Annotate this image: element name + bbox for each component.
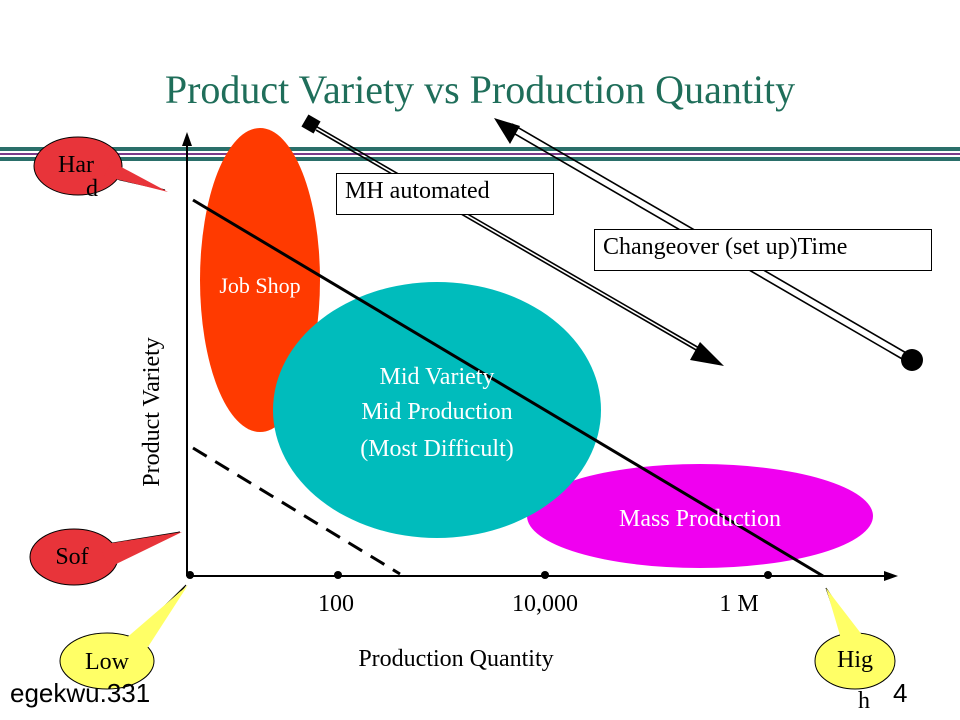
- x-tick-label-100: 100: [318, 591, 354, 617]
- x-tick-100: [334, 571, 342, 579]
- high-callout-text-1: Hig: [837, 647, 873, 673]
- mid-variety-region: [273, 282, 601, 538]
- low-callout: [59, 584, 188, 690]
- y-axis-label: Product Variety: [139, 337, 165, 487]
- job-shop-label: Job Shop: [219, 273, 300, 298]
- slide-title: Product Variety vs Production Quantity: [164, 67, 796, 112]
- mid-production-label: Mid Production: [361, 399, 512, 425]
- soft-callout-text: Sof: [55, 544, 88, 570]
- mid-variety-label: Mid Variety: [380, 364, 495, 390]
- mh-automated-arrow: [301, 114, 724, 366]
- high-callout: [814, 587, 896, 690]
- high-callout-text-2: h: [858, 688, 870, 714]
- y-axis-arrowhead: [182, 132, 192, 146]
- page-number: 4: [893, 678, 908, 708]
- mass-production-label: Mass Production: [619, 506, 781, 532]
- hard-callout-text-2: d: [86, 176, 98, 202]
- most-difficult-label: (Most Difficult): [360, 436, 514, 462]
- process-diagonal-line: [192, 198, 824, 578]
- x-axis-label: Production Quantity: [358, 646, 553, 672]
- low-callout-text: Low: [85, 649, 130, 675]
- mass-production-region: [527, 464, 873, 568]
- dashed-diagonal-line: [192, 446, 401, 576]
- x-tick-label-1m: 1 M: [719, 591, 758, 617]
- soft-callout: [29, 528, 182, 586]
- x-tick-10000: [541, 571, 549, 579]
- x-tick-1m: [764, 571, 772, 579]
- changeover-time-label: Changeover (set up)Time: [594, 229, 932, 271]
- x-axis-arrowhead: [884, 571, 898, 581]
- title-bands: [0, 147, 960, 161]
- footer-author: egekwu.331: [10, 678, 151, 708]
- x-tick-label-10000: 10,000: [512, 591, 578, 617]
- hard-callout-text-1: Har: [58, 152, 94, 178]
- hard-callout: [33, 136, 168, 196]
- x-tick-origin: [186, 571, 194, 579]
- mh-automated-label: MH automated: [336, 173, 554, 215]
